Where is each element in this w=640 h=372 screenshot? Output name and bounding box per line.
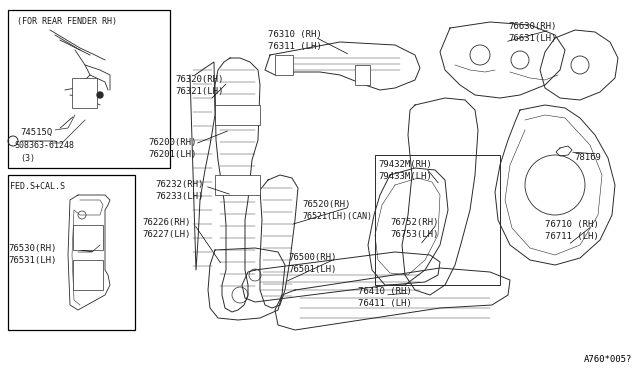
Polygon shape (540, 30, 618, 100)
Text: 76531(LH): 76531(LH) (8, 256, 56, 265)
Bar (275, 55, 293, 75)
Bar (215, 105, 260, 125)
Polygon shape (495, 105, 615, 265)
Text: A760*005?: A760*005? (584, 355, 632, 364)
Text: 76630(RH): 76630(RH) (508, 22, 556, 31)
Text: 74515Q: 74515Q (20, 128, 52, 137)
Text: 76411 (LH): 76411 (LH) (358, 299, 412, 308)
Text: 76232(RH): 76232(RH) (155, 180, 204, 189)
Text: FED.S+CAL.S: FED.S+CAL.S (10, 182, 65, 191)
Text: 76310 (RH): 76310 (RH) (268, 30, 322, 39)
Text: 76410 (RH): 76410 (RH) (358, 287, 412, 296)
Text: 76521(LH)(CAN): 76521(LH)(CAN) (302, 212, 372, 221)
Text: 76226(RH): 76226(RH) (142, 218, 190, 227)
Text: 76201(LH): 76201(LH) (148, 150, 196, 159)
Text: 76200(RH): 76200(RH) (148, 138, 196, 147)
Bar (375, 155, 500, 285)
Bar (8, 10, 170, 168)
Polygon shape (275, 268, 510, 330)
Text: 76520(RH): 76520(RH) (302, 200, 350, 209)
Text: 79432M(RH): 79432M(RH) (378, 160, 432, 169)
Circle shape (97, 92, 103, 98)
Polygon shape (260, 175, 298, 308)
Bar (215, 175, 260, 195)
Text: 76227(LH): 76227(LH) (142, 230, 190, 239)
Text: 76311 (LH): 76311 (LH) (268, 42, 322, 51)
Bar (73, 225, 103, 250)
Text: 76233(LH): 76233(LH) (155, 192, 204, 201)
Polygon shape (242, 252, 440, 302)
Text: 76752(RH): 76752(RH) (390, 218, 438, 227)
Text: 76320(RH): 76320(RH) (175, 75, 223, 84)
Bar (73, 260, 103, 290)
Text: 76321(LH): 76321(LH) (175, 87, 223, 96)
Text: (FOR REAR FENDER RH): (FOR REAR FENDER RH) (17, 17, 117, 26)
Text: 79433M(LH): 79433M(LH) (378, 172, 432, 181)
Polygon shape (68, 195, 110, 310)
Polygon shape (215, 58, 260, 312)
Text: 76501(LH): 76501(LH) (288, 265, 337, 274)
Polygon shape (402, 98, 478, 295)
Polygon shape (368, 168, 448, 285)
Polygon shape (190, 62, 215, 270)
Bar (72, 78, 97, 108)
Text: 76631(LH): 76631(LH) (508, 34, 556, 43)
Text: 76500(RH): 76500(RH) (288, 253, 337, 262)
Text: 76710 (RH): 76710 (RH) (545, 220, 599, 229)
Polygon shape (556, 146, 572, 156)
Polygon shape (208, 248, 285, 320)
Polygon shape (265, 42, 420, 90)
Polygon shape (440, 22, 565, 98)
Text: 76711 (LH): 76711 (LH) (545, 232, 599, 241)
Bar (8, 175, 135, 330)
Text: (3): (3) (20, 154, 35, 163)
Text: 76753(LH): 76753(LH) (390, 230, 438, 239)
Text: 78169: 78169 (574, 153, 601, 162)
Text: S08363-61248: S08363-61248 (14, 141, 74, 150)
Bar (355, 65, 370, 85)
Text: 76530(RH): 76530(RH) (8, 244, 56, 253)
